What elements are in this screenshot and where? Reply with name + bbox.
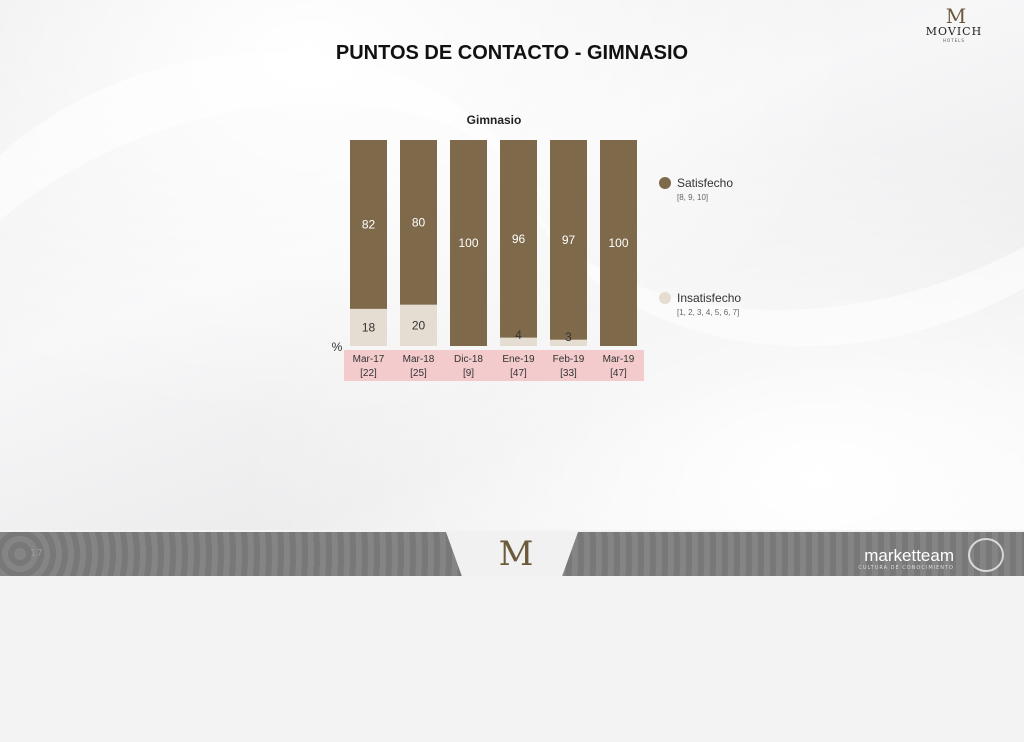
sample-size-label: [33] <box>560 368 577 379</box>
data-label-satisfecho: 100 <box>458 236 478 250</box>
chart-title: Gimnasio <box>467 113 522 127</box>
data-label-insatisfecho: 18 <box>362 320 376 334</box>
data-label-satisfecho: 80 <box>412 215 426 229</box>
data-label-satisfecho: 100 <box>608 236 628 250</box>
sample-size-label: [9] <box>463 368 474 379</box>
stacked-bar-chart: Gimnasio % 82 18 80 20 100 96 4 97 3 100 Mar-17 [2… <box>332 113 741 381</box>
bar-satisfecho <box>450 140 487 346</box>
bar-satisfecho <box>400 140 437 305</box>
data-label-satisfecho: 82 <box>362 217 376 231</box>
bar-satisfecho <box>600 140 637 346</box>
data-label-satisfecho: 96 <box>512 232 526 246</box>
data-label-insatisfecho: 3 <box>565 330 572 344</box>
marketteam-tagline: CULTURA DE CONOCIMIENTO <box>858 565 954 571</box>
footer-logo-plate <box>446 532 578 576</box>
brain-icon <box>968 538 1004 572</box>
bar-satisfecho <box>500 140 537 338</box>
data-label-insatisfecho: 4 <box>515 328 522 342</box>
category-label: Feb-19 <box>553 354 585 365</box>
bar-insatisfecho <box>500 337 537 346</box>
movich-logo-sub: HOTELS <box>943 38 965 43</box>
legend-label: Insatisfecho <box>677 291 741 305</box>
legend-label: Satisfecho <box>677 176 733 190</box>
movich-logo-mark: M <box>945 4 966 28</box>
legend-swatch <box>659 177 671 189</box>
legend-swatch <box>659 292 671 304</box>
category-label: Dic-18 <box>454 354 483 365</box>
sample-size-label: [22] <box>360 368 377 379</box>
bar-insatisfecho <box>350 308 387 346</box>
bar-satisfecho <box>350 140 387 309</box>
category-label: Mar-17 <box>353 354 385 365</box>
sample-size-label: [47] <box>510 368 527 379</box>
category-label: Ene-19 <box>502 354 535 365</box>
category-labels-group: Mar-17 [22] Mar-18 [25] Dic-18 [9] Ene-19 [47] F… <box>353 354 635 379</box>
sample-size-label: [47] <box>610 368 627 379</box>
footer-logo-mark: M <box>498 534 534 574</box>
bar-insatisfecho <box>400 304 437 346</box>
page-number: 17 <box>30 548 43 559</box>
bars-group: 82 18 80 20 100 96 4 97 3 100 <box>350 140 637 346</box>
page-title: PUNTOS DE CONTACTO - GIMNASIO <box>335 42 689 64</box>
legend: Satisfecho [8, 9, 10] Insatisfecho [1, 2, 3… <box>659 176 741 317</box>
legend-scale: [8, 9, 10] <box>677 193 708 202</box>
movich-logo-word: MOVICH <box>925 25 983 38</box>
data-label-satisfecho: 97 <box>562 233 576 247</box>
marketteam-logo: marketteam <box>864 546 954 565</box>
data-label-insatisfecho: 20 <box>412 318 426 332</box>
bar-insatisfecho <box>550 339 587 346</box>
category-label: Mar-18 <box>403 354 435 365</box>
legend-scale: [1, 2, 3, 4, 5, 6, 7] <box>677 308 739 317</box>
category-label: Mar-19 <box>603 354 635 365</box>
sample-size-label: [25] <box>410 368 427 379</box>
movich-logo: M MOVICH HOTELS <box>918 6 990 43</box>
category-band <box>344 350 644 381</box>
bar-satisfecho <box>550 140 587 340</box>
unit-label: % <box>332 340 343 354</box>
